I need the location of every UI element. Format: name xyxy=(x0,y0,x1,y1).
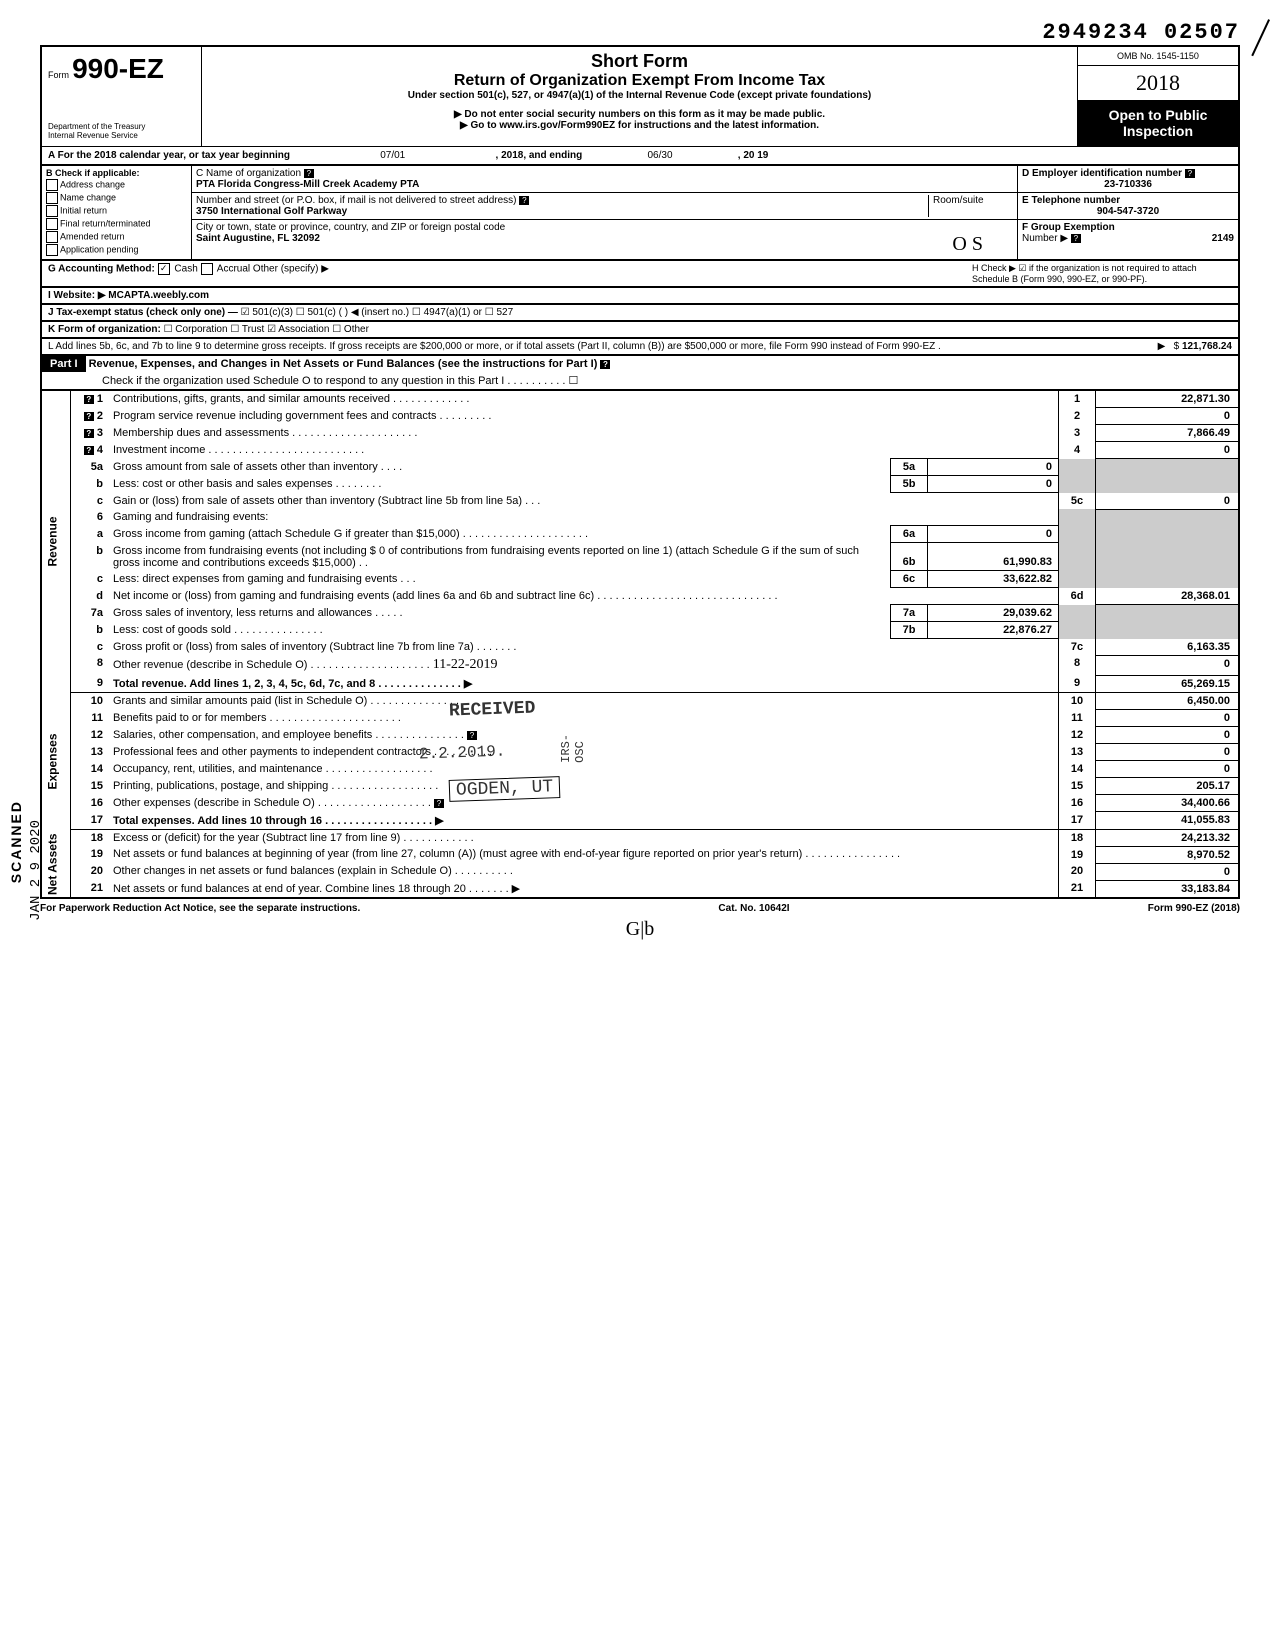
row-l-gross: L Add lines 5b, 6c, and 7b to line 9 to … xyxy=(40,339,1240,356)
section-bcd: B Check if applicable: Address change Na… xyxy=(40,166,1240,261)
tax-year: 2018 xyxy=(1078,66,1238,101)
row-a-calendar: A For the 2018 calendar year, or tax yea… xyxy=(40,147,1240,166)
irs-osc-stamp: IRS-OSC xyxy=(559,734,587,763)
side-expenses: Expenses xyxy=(41,693,71,830)
document-number: 2949234 02507 xyxy=(40,20,1240,45)
form-header: Form 990-EZ Department of the Treasury I… xyxy=(40,45,1240,147)
footer: For Paperwork Reduction Act Notice, see … xyxy=(40,899,1240,918)
note-url: ▶ Go to www.irs.gov/Form990EZ for instru… xyxy=(210,120,1069,131)
row-i-website: I Website: ▶ MCAPTA.weebly.com xyxy=(40,288,1240,305)
omb-number: OMB No. 1545-1150 xyxy=(1078,47,1238,66)
form-prefix: Form xyxy=(48,70,69,80)
ogden-stamp: OGDEN, UT xyxy=(449,776,561,802)
side-revenue: Revenue xyxy=(41,391,71,693)
main-lines-table: Revenue ? 1 Contributions, gifts, grants… xyxy=(40,391,1240,899)
part-i-header: Part I Revenue, Expenses, and Changes in… xyxy=(40,356,1240,391)
dept-treasury: Department of the Treasury xyxy=(48,122,195,131)
irs-label: Internal Revenue Service xyxy=(48,131,195,140)
col-b-checkboxes: B Check if applicable: Address change Na… xyxy=(42,166,192,259)
form-number: 990-EZ xyxy=(72,53,164,84)
side-net-assets: Net Assets xyxy=(41,829,71,898)
open-inspection: Open to Public Inspection xyxy=(1078,101,1238,146)
received-stamp: RECEIVED xyxy=(449,698,536,721)
hand-bottom-initials: G|b xyxy=(40,918,1240,941)
row-j-tax-status: J Tax-exempt status (check only one) — ☑… xyxy=(40,305,1240,322)
row-g-accounting: G Accounting Method: ✓ Cash Accrual Othe… xyxy=(40,261,1240,288)
row-k-org-form: K Form of organization: ☐ Corporation ☐ … xyxy=(40,322,1240,339)
under-section: Under section 501(c), 527, or 4947(a)(1)… xyxy=(210,90,1069,101)
return-title: Return of Organization Exempt From Incom… xyxy=(210,72,1069,90)
recv-date-stamp: 2.2.2019. xyxy=(419,742,506,763)
short-form-title: Short Form xyxy=(210,51,1069,72)
scanned-stamp: SCANNED xyxy=(8,800,24,883)
hand-initials-mid: O S xyxy=(952,233,983,256)
note-ssn: ▶ Do not enter social security numbers o… xyxy=(210,109,1069,120)
col-d-ids: D Employer identification number ? 23-71… xyxy=(1018,166,1238,259)
col-c-org-info: C Name of organization ? PTA Florida Con… xyxy=(192,166,1018,259)
row-h-check: H Check ▶ ☑ if the organization is not r… xyxy=(972,263,1232,284)
